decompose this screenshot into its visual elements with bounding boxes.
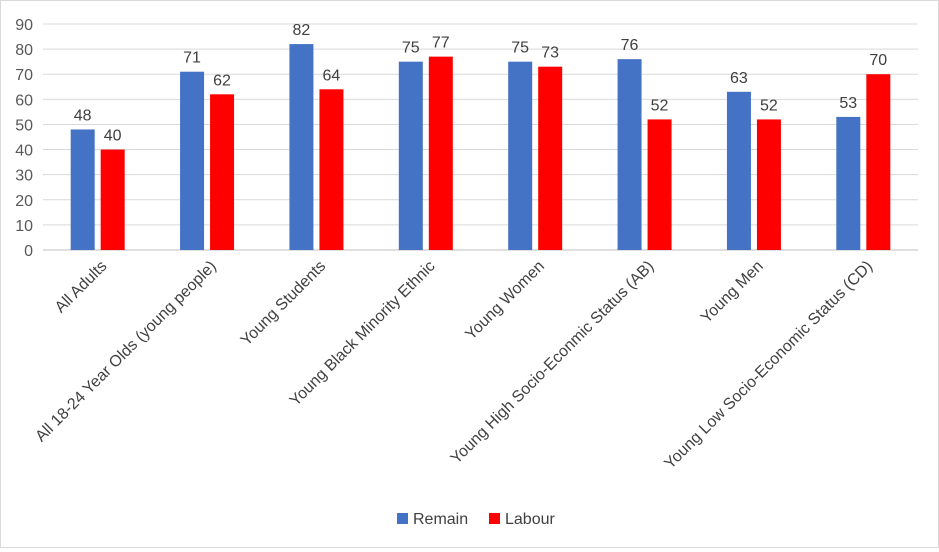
bar-labour xyxy=(756,119,781,250)
bar-remain xyxy=(508,61,533,250)
y-tick-label: 40 xyxy=(15,143,33,160)
bar-remain xyxy=(617,59,642,251)
y-tick-label: 80 xyxy=(15,42,33,59)
data-label-remain: 76 xyxy=(621,37,639,54)
y-tick-label: 60 xyxy=(15,92,33,109)
bar-labour xyxy=(210,94,235,250)
data-label-labour: 52 xyxy=(651,97,669,114)
bar-remain xyxy=(70,129,95,250)
data-label-remain: 71 xyxy=(183,50,201,67)
y-tick-label: 20 xyxy=(15,193,33,210)
y-tick-label: 0 xyxy=(24,243,33,260)
bar-labour xyxy=(100,149,125,250)
bar-labour xyxy=(319,89,344,251)
bar-labour xyxy=(428,56,453,251)
bar-remain xyxy=(180,71,205,250)
y-tick-label: 30 xyxy=(15,168,33,185)
legend-label-remain: Remain xyxy=(413,511,468,528)
data-label-remain: 48 xyxy=(74,107,92,124)
bar-remain xyxy=(836,116,861,251)
data-label-labour: 77 xyxy=(432,35,450,52)
bar-labour xyxy=(538,66,563,250)
data-labels: 48 40 71 62 82 64 75 77 75 73 76 52 63 52 53 70 xyxy=(74,22,888,144)
category-label: Young Low Socio-Economic Status (CD) xyxy=(661,258,876,473)
data-label-remain: 82 xyxy=(293,22,311,39)
category-label: Young Women xyxy=(462,258,548,344)
category-label: All Adults xyxy=(52,258,111,317)
y-tick-label: 50 xyxy=(15,117,33,134)
data-label-remain: 75 xyxy=(402,40,420,57)
bar-remain xyxy=(289,44,314,250)
category-label: All 18-24 Year Olds (young people) xyxy=(32,258,220,446)
bar-labour xyxy=(647,119,672,250)
data-label-labour: 40 xyxy=(104,128,122,145)
bar-labour xyxy=(866,74,891,250)
data-label-labour: 73 xyxy=(541,45,559,62)
category-label: Young Students xyxy=(238,258,330,350)
data-label-labour: 62 xyxy=(213,72,231,89)
data-label-remain: 63 xyxy=(730,70,748,87)
category-label: Young High Socio-Econmic Status (AB) xyxy=(448,258,658,468)
data-label-remain: 53 xyxy=(839,95,857,112)
y-tick-label: 10 xyxy=(15,218,33,235)
bars xyxy=(70,44,891,251)
data-label-labour: 64 xyxy=(323,67,341,84)
y-axis-ticks: 0 10 20 30 40 50 60 70 80 90 xyxy=(15,17,33,260)
bar-remain xyxy=(726,91,751,250)
bar-remain xyxy=(398,61,423,250)
y-tick-label: 90 xyxy=(15,17,33,34)
legend-swatch-labour xyxy=(489,513,500,524)
data-label-labour: 70 xyxy=(869,52,887,69)
data-label-labour: 52 xyxy=(760,97,778,114)
legend-label-labour: Labour xyxy=(505,511,555,528)
legend: Remain Labour xyxy=(397,511,555,528)
data-label-remain: 75 xyxy=(511,40,529,57)
category-label: Young Men xyxy=(698,258,767,327)
legend-swatch-remain xyxy=(397,513,408,524)
gridlines xyxy=(43,23,918,251)
y-tick-label: 70 xyxy=(15,67,33,84)
